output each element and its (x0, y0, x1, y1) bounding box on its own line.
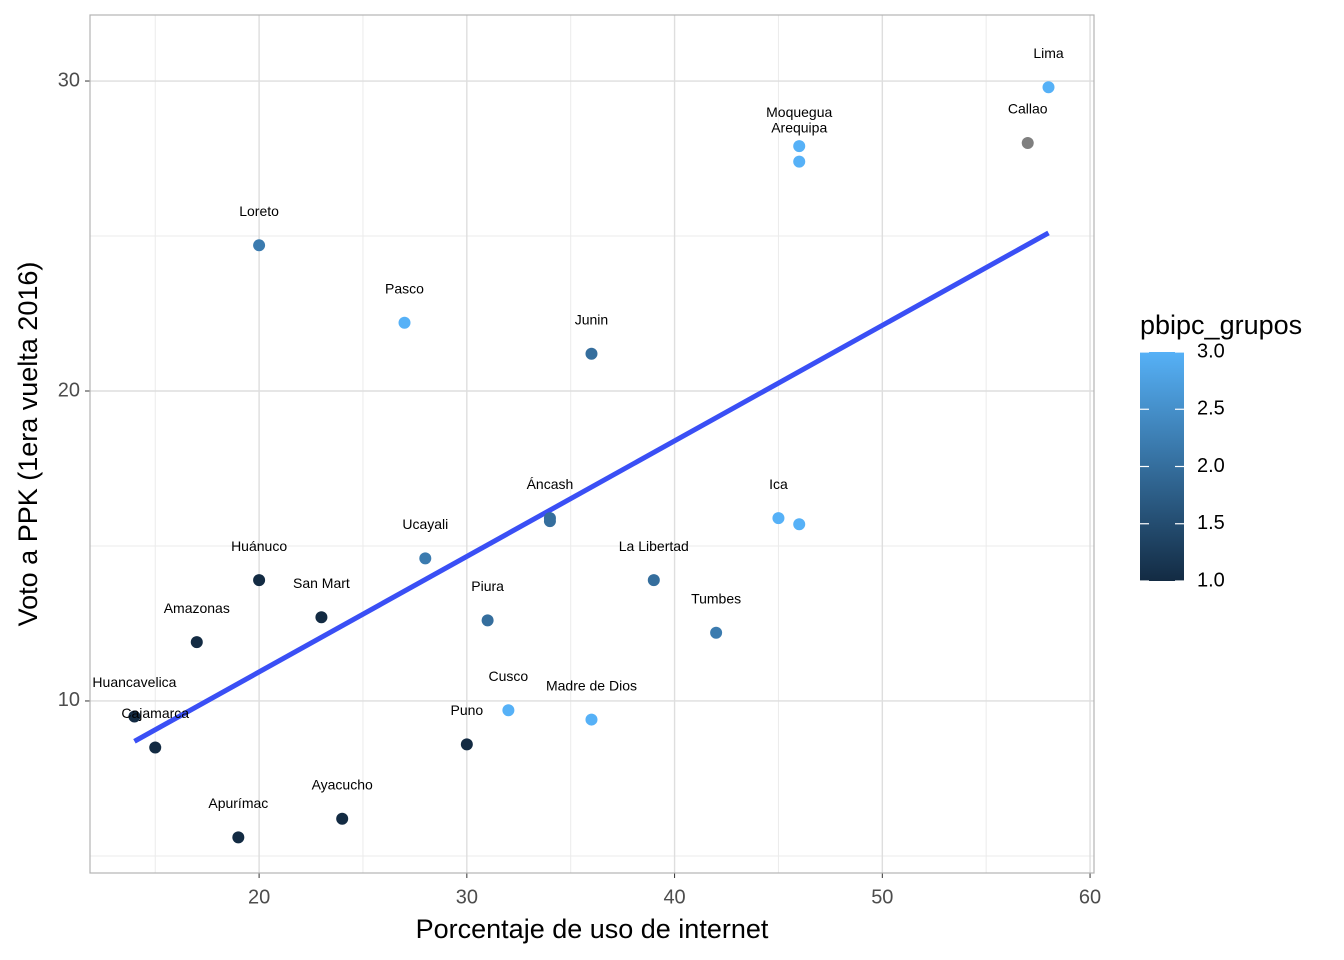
y-tick-label: 30 (58, 69, 80, 91)
point-label: Piura (471, 578, 504, 594)
point-label: Huánuco (231, 538, 287, 554)
x-tick-label: 50 (871, 886, 893, 908)
point-label: Tumbes (691, 590, 741, 606)
point-label: Pasco (385, 281, 424, 297)
point-label: Huancavelica (92, 674, 176, 690)
point (793, 155, 806, 168)
point (1042, 81, 1055, 94)
legend-tick-label: 3.0 (1197, 340, 1225, 362)
point-label: Lima (1033, 45, 1064, 61)
point-label: Arequipa (771, 119, 827, 135)
point-label: Callao (1008, 101, 1048, 117)
point (315, 611, 328, 624)
point (585, 347, 598, 360)
point-label: Cusco (489, 668, 529, 684)
point (253, 239, 266, 252)
point (585, 713, 598, 726)
point (419, 552, 432, 565)
point-label: Junin (575, 312, 608, 328)
point-label: Apurímac (208, 795, 268, 811)
point-label: Madre de Dios (546, 677, 637, 693)
point-label: Áncash (527, 476, 574, 492)
point (793, 518, 806, 531)
y-tick-label: 10 (58, 689, 80, 711)
point (460, 738, 473, 751)
panel-border (89, 14, 1095, 874)
point (502, 704, 515, 717)
point-label: Loreto (239, 203, 279, 219)
x-tick-label: 20 (248, 886, 270, 908)
point (149, 741, 162, 754)
legend-tick-label: 2.5 (1197, 398, 1225, 420)
point (647, 574, 660, 587)
point-label: Ucayali (402, 516, 448, 532)
point-label: Ayacucho (312, 776, 373, 792)
point-label: Ica (769, 476, 788, 492)
point (253, 574, 266, 587)
legend-tick-label: 2.0 (1197, 455, 1225, 477)
point (772, 512, 785, 525)
point (336, 812, 349, 825)
y-tick-label: 20 (58, 379, 80, 401)
point (190, 636, 203, 649)
point-label: Moquegua (766, 104, 832, 120)
fit-line (133, 230, 1050, 744)
point (543, 515, 556, 528)
y-axis-title: Voto a PPK (1era vuelta 2016) (13, 262, 43, 627)
point (232, 831, 245, 844)
point (481, 614, 494, 627)
point (710, 626, 723, 639)
x-tick-label: 30 (456, 886, 478, 908)
x-axis-title: Porcentaje de uso de internet (416, 914, 769, 944)
x-tick-label: 40 (663, 886, 685, 908)
legend-tick-label: 1.5 (1197, 512, 1225, 534)
legend-title: pbipc_grupos (1140, 310, 1302, 340)
point-label: Amazonas (164, 600, 230, 616)
point-label: San Mart (293, 575, 350, 591)
point (793, 140, 806, 153)
x-tick-label: 60 (1079, 886, 1101, 908)
legend-tick-label: 1.0 (1197, 569, 1225, 591)
point (128, 710, 141, 723)
point (398, 316, 411, 329)
point-label: La Libertad (619, 538, 689, 554)
point (1021, 137, 1034, 150)
point-label: Cajamarca (121, 705, 189, 721)
point-label: Puno (450, 702, 483, 718)
